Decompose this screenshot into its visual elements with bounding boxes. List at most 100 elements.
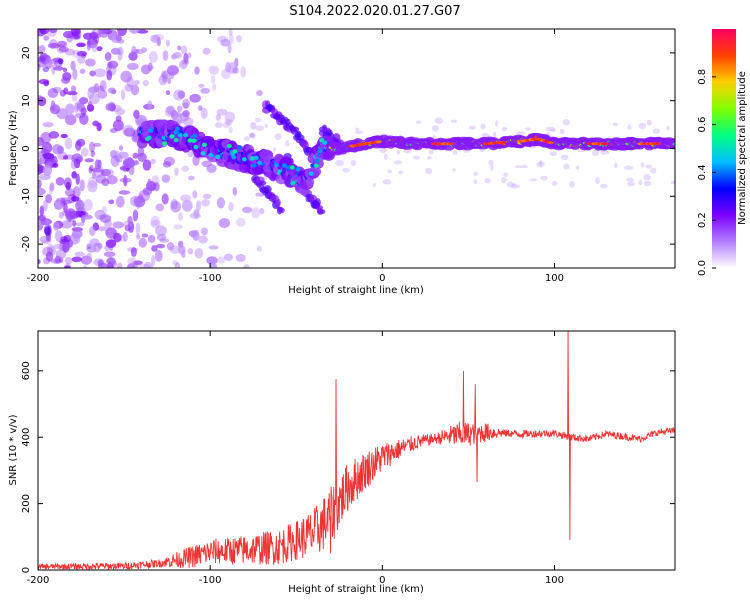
spectrogram-cell — [149, 183, 156, 192]
spectrogram-cell — [89, 70, 96, 77]
spectrogram-cell — [104, 52, 112, 61]
spectrogram-cell — [226, 143, 232, 149]
spectrogram-cell — [39, 205, 45, 217]
spectrogram-cell — [118, 145, 124, 151]
spectrogram-cell — [473, 171, 479, 176]
spectrogram-cell — [60, 133, 68, 139]
spectrogram-cell — [169, 245, 180, 254]
spectrogram-cell — [88, 141, 96, 153]
spectrogram-cell — [481, 132, 490, 138]
spectrogram-cell — [253, 155, 259, 161]
spectrogram-cell — [135, 197, 141, 210]
colorbar-tick-label: 0.0 — [697, 260, 708, 276]
spectrogram-cell — [382, 179, 392, 185]
spectrogram-cell — [126, 263, 136, 268]
spectrogram-y-tick-label: 0 — [21, 145, 32, 151]
spectrogram-cell — [52, 144, 63, 155]
spectrogram-cell — [45, 251, 54, 262]
spectrogram-cell — [188, 230, 198, 238]
spectrogram-cell — [55, 177, 65, 186]
spectrogram-cell — [70, 85, 77, 93]
spectrogram-cell — [69, 233, 81, 245]
snr-x-tick-label: 100 — [545, 575, 564, 586]
spectrogram-cell — [550, 128, 557, 132]
spectrogram-cell — [255, 117, 261, 123]
spectrogram-cell — [116, 262, 123, 268]
spectrogram-cell — [79, 113, 89, 125]
spectrogram-cell — [133, 80, 140, 85]
spectrogram-cell — [38, 214, 47, 221]
spectrogram-cell — [259, 207, 265, 215]
spectrogram-cell — [173, 137, 179, 143]
spectrogram-cell — [281, 163, 287, 168]
spectrogram-cell — [222, 121, 230, 129]
spectrogram-cell — [105, 239, 117, 248]
spectrogram-cell — [118, 190, 131, 195]
spectrogram-cell — [71, 171, 78, 179]
spectrogram-cell — [112, 221, 124, 229]
spectrogram-cell — [71, 195, 77, 202]
spectrogram-cell — [74, 102, 79, 114]
spectrogram-cell — [225, 119, 232, 127]
spectrogram-cell — [372, 183, 377, 187]
spectrogram-cell — [182, 110, 190, 118]
spectrogram-cell — [52, 221, 60, 231]
spectrogram-cell — [56, 40, 68, 48]
spectrogram-cell — [142, 159, 152, 171]
spectrogram-cell — [188, 175, 195, 181]
spectrogram-cell — [41, 142, 53, 154]
spectrogram-cell — [236, 145, 242, 150]
spectrogram-cell — [72, 186, 81, 198]
spectrogram-cell — [77, 55, 86, 64]
spectrogram-cell — [521, 164, 528, 169]
spectrogram-cell — [602, 142, 609, 146]
spectrogram-cell — [42, 200, 48, 212]
spectrogram-cell — [161, 193, 169, 205]
colorbar-label: Normalized spectral amplitude — [737, 71, 748, 225]
spectrogram-cell — [42, 66, 50, 73]
spectrogram-cell — [313, 163, 319, 168]
snr-y-ticks: 0 200 400 600 — [21, 361, 675, 573]
spectrogram-cell — [670, 180, 675, 185]
spectrogram-cell — [110, 155, 120, 167]
spectrogram-cell — [165, 90, 171, 96]
spectrogram-cell — [53, 66, 64, 71]
spectrogram-cell — [626, 177, 635, 182]
spectrogram-cell — [501, 127, 508, 132]
spectrogram-cell — [201, 199, 211, 207]
spectrogram-cell — [480, 123, 486, 130]
spectrogram-cell — [162, 141, 168, 146]
spectrogram-cell — [560, 154, 569, 161]
spectrogram-cell — [224, 118, 234, 125]
spectrogram-cell — [151, 255, 156, 267]
spectrogram-cell — [75, 222, 85, 227]
spectrogram-cell — [379, 147, 388, 153]
spectrogram-cell — [515, 165, 522, 169]
spectrogram-cell — [107, 60, 119, 69]
spectrogram-cell — [217, 256, 225, 264]
spectrogram-cell — [187, 52, 192, 59]
spectrogram-cell — [241, 206, 253, 214]
spectrogram-cell — [227, 43, 232, 54]
spectrogram-cell — [179, 60, 188, 70]
spectrogram-cell — [63, 265, 71, 268]
spectrogram-cell — [71, 29, 82, 39]
spectrogram-cell — [452, 168, 456, 172]
spectrogram-cell — [94, 209, 106, 221]
spectrogram-cell — [91, 42, 98, 53]
spectrogram-cell — [162, 161, 172, 168]
spectrogram-cell — [450, 119, 457, 123]
colorbar-tick-label: 0.2 — [697, 212, 708, 228]
spectrogram-cell — [174, 126, 180, 131]
spectrogram-cell — [43, 164, 52, 177]
spectrogram-cell — [189, 93, 201, 103]
spectrogram-cell — [354, 130, 364, 134]
spectrogram-cell — [177, 133, 183, 138]
spectrogram-cell — [129, 29, 140, 34]
spectrogram-cell — [243, 136, 251, 141]
spectrogram-cell — [79, 68, 86, 74]
spectrogram-cell — [251, 207, 260, 219]
spectrogram-cell — [38, 187, 46, 196]
spectrogram-cell — [58, 211, 64, 220]
spectrogram-cell — [84, 158, 94, 163]
